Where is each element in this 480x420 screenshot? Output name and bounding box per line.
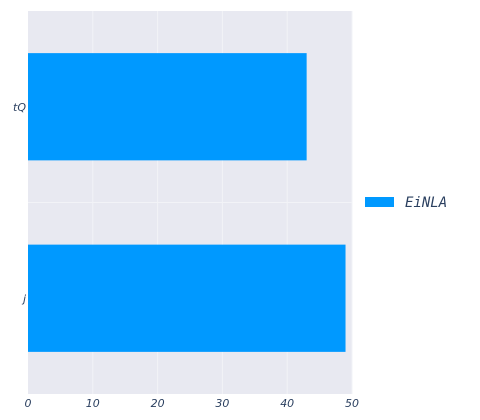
x-tick-label-30: 30 [215, 397, 229, 410]
x-tick-label-0: 0 [25, 397, 32, 410]
x-tick-label-50: 50 [345, 397, 359, 410]
y-axis-categories: j tQ [13, 101, 27, 306]
legend-swatch [365, 197, 394, 207]
x-tick-label-40: 40 [280, 397, 294, 410]
bars [28, 53, 346, 352]
x-axis-ticks: 0 10 20 30 40 50 [25, 397, 360, 410]
x-tick-label-10: 10 [86, 397, 100, 410]
y-tick-label-j: j [21, 292, 27, 305]
bar-tQ[interactable] [28, 53, 307, 161]
y-tick-label-tQ: tQ [13, 101, 26, 114]
bar-j[interactable] [28, 244, 346, 352]
legend-label: EiNLA [405, 195, 447, 211]
x-tick-label-20: 20 [151, 397, 165, 410]
legend[interactable]: EiNLA [365, 195, 447, 211]
